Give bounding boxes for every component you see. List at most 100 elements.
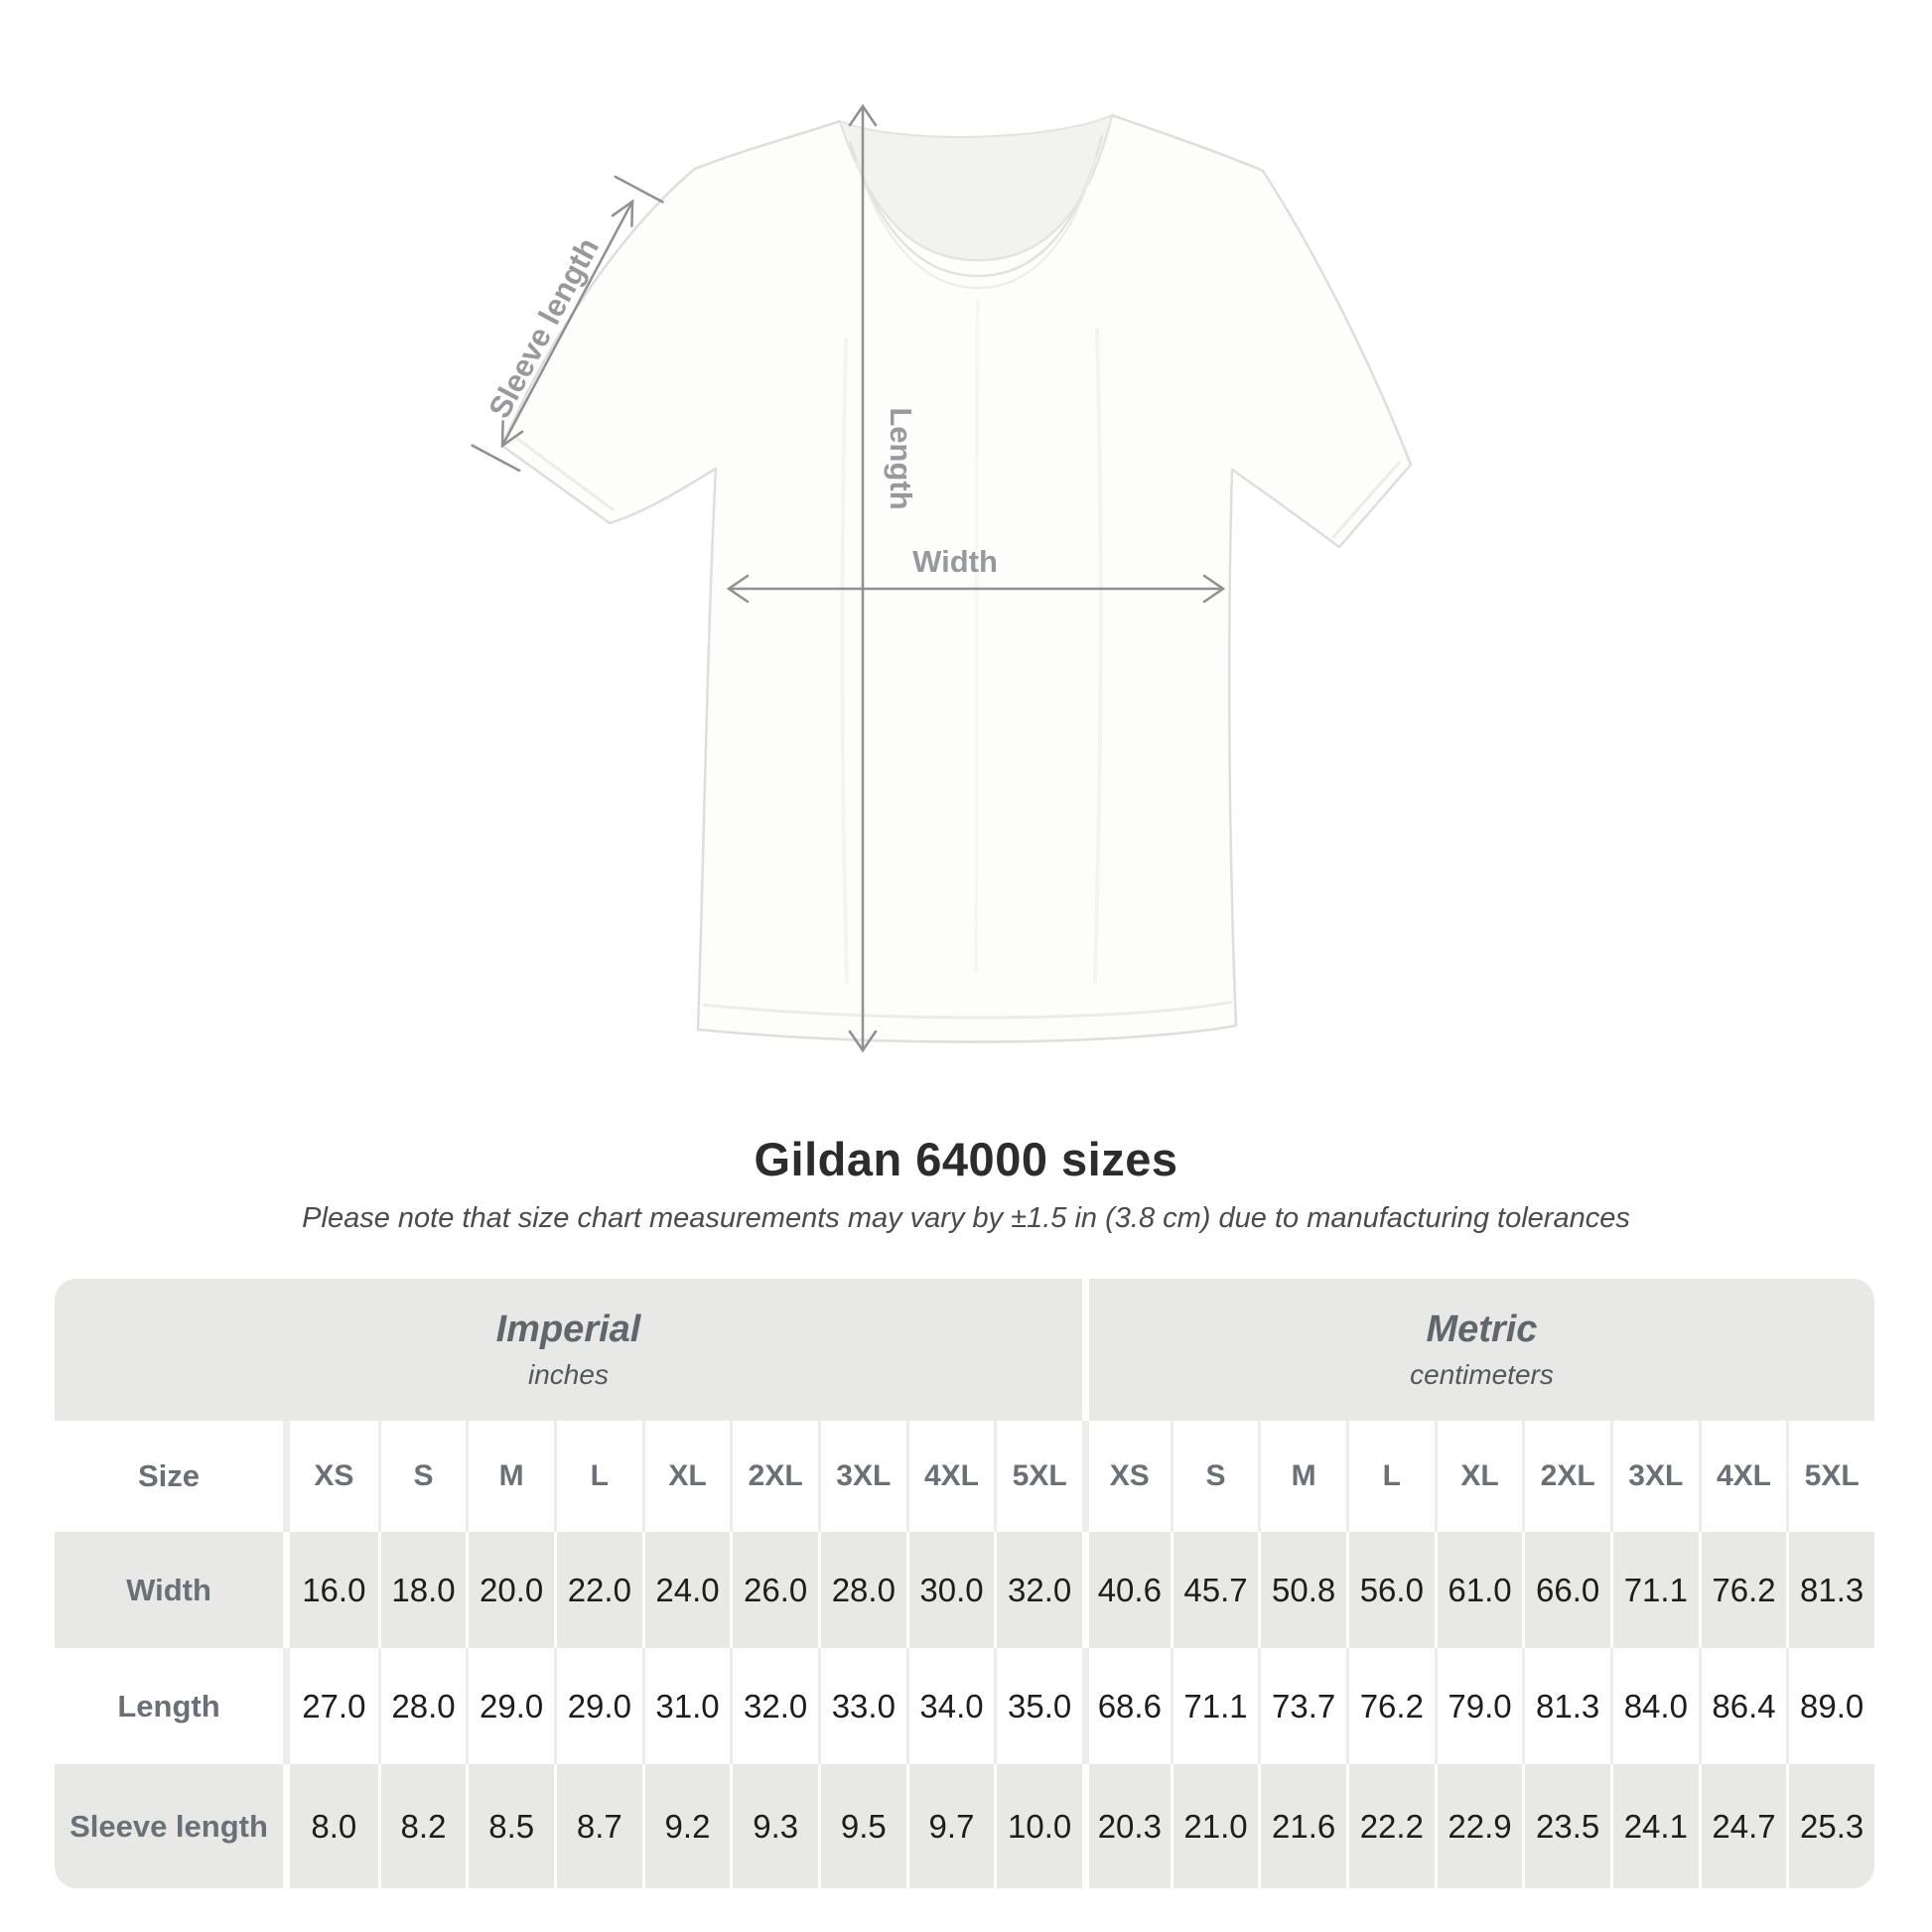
value-cell: 56.0	[1345, 1532, 1435, 1648]
value-cell: 8.0	[290, 1764, 378, 1888]
length-label: Length	[884, 407, 918, 509]
sleeve-length-arrow	[471, 175, 664, 473]
row-label: Length	[55, 1648, 290, 1764]
tshirt-illustration	[500, 113, 1413, 1043]
size-column-header: L	[553, 1421, 642, 1532]
value-cell: 31.0	[641, 1648, 731, 1764]
value-cell: 35.0	[994, 1648, 1082, 1764]
value-cell: 32.0	[994, 1532, 1082, 1648]
size-column-header: M	[1258, 1421, 1346, 1532]
value-cell: 81.3	[1786, 1532, 1874, 1648]
value-cell: 79.0	[1434, 1648, 1523, 1764]
size-column-header: S	[1170, 1421, 1259, 1532]
metric-label: Metric	[1426, 1309, 1538, 1350]
value-cell: 18.0	[377, 1532, 467, 1648]
size-column-header: S	[377, 1421, 467, 1532]
size-column-header: 3XL	[817, 1421, 906, 1532]
value-cell: 9.5	[817, 1764, 906, 1888]
collar-opening	[838, 113, 1114, 262]
size-column-header: XL	[641, 1421, 731, 1532]
value-cell: 76.2	[1698, 1532, 1787, 1648]
bottom-hem-stitch	[702, 1000, 1233, 1020]
value-cell: 28.0	[377, 1648, 467, 1764]
size-column-header: XS	[1081, 1421, 1171, 1532]
value-cell: 32.0	[730, 1648, 818, 1764]
value-cell: 22.9	[1434, 1764, 1523, 1888]
fabric-fold	[974, 297, 980, 974]
value-cell: 86.4	[1698, 1648, 1787, 1764]
heading-block: Gildan 64000 sizes Please note that size…	[0, 1132, 1932, 1235]
value-cell: 25.3	[1786, 1764, 1874, 1888]
row-label: Width	[55, 1532, 290, 1648]
size-column-header: 2XL	[1522, 1421, 1610, 1532]
value-cell: 10.0	[994, 1764, 1082, 1888]
value-cell: 61.0	[1434, 1532, 1523, 1648]
value-cell: 76.2	[1345, 1648, 1435, 1764]
value-cell: 16.0	[290, 1532, 378, 1648]
imperial-group-header: Imperial inches	[55, 1279, 1082, 1421]
collar-band	[848, 134, 1104, 278]
width-arrow	[726, 574, 1226, 604]
value-cell: 71.1	[1170, 1648, 1259, 1764]
value-cell: 8.5	[466, 1764, 554, 1888]
imperial-label: Imperial	[495, 1309, 641, 1350]
value-cell: 89.0	[1786, 1648, 1874, 1764]
value-cell: 26.0	[730, 1532, 818, 1648]
value-cell: 40.6	[1081, 1532, 1171, 1648]
value-cell: 24.7	[1698, 1764, 1787, 1888]
value-cell: 21.6	[1258, 1764, 1346, 1888]
fabric-fold	[1093, 327, 1103, 984]
value-cell: 22.2	[1345, 1764, 1435, 1888]
size-column-header: 3XL	[1609, 1421, 1699, 1532]
value-cell: 66.0	[1522, 1532, 1610, 1648]
metric-unit-label: centimeters	[1410, 1359, 1554, 1390]
imperial-unit-label: inches	[528, 1359, 609, 1390]
value-cell: 50.8	[1258, 1532, 1346, 1648]
collar-stitch	[855, 156, 1097, 290]
value-cell: 45.7	[1170, 1532, 1259, 1648]
value-cell: 81.3	[1522, 1648, 1610, 1764]
size-column-header: 5XL	[1786, 1421, 1874, 1532]
tshirt-measure-diagram: Length Width Sleeve length	[471, 103, 1413, 1053]
value-cell: 8.2	[377, 1764, 467, 1888]
value-cell: 71.1	[1609, 1532, 1699, 1648]
size-column-header: 2XL	[730, 1421, 818, 1532]
size-column-header: M	[466, 1421, 554, 1532]
value-cell: 27.0	[290, 1648, 378, 1764]
value-cell: 8.7	[553, 1764, 642, 1888]
value-cell: 20.0	[466, 1532, 554, 1648]
value-cell: 9.7	[905, 1764, 995, 1888]
size-column-header: L	[1345, 1421, 1435, 1532]
sleeve-hem-left	[515, 436, 615, 512]
metric-group-header: Metric centimeters	[1081, 1279, 1874, 1421]
value-cell: 73.7	[1258, 1648, 1346, 1764]
value-cell: 20.3	[1081, 1764, 1171, 1888]
size-column-header: XS	[290, 1421, 378, 1532]
value-cell: 24.0	[641, 1532, 731, 1648]
size-table: Imperial inches Metric centimeters Size X…	[55, 1279, 1874, 1888]
value-cell: 21.0	[1170, 1764, 1259, 1888]
value-cell: 29.0	[466, 1648, 554, 1764]
value-cell: 29.0	[553, 1648, 642, 1764]
length-arrow	[848, 103, 878, 1053]
value-cell: 84.0	[1609, 1648, 1699, 1764]
value-cell: 9.3	[730, 1764, 818, 1888]
value-cell: 24.1	[1609, 1764, 1699, 1888]
size-column-header: 4XL	[905, 1421, 995, 1532]
size-column-header: 4XL	[1698, 1421, 1787, 1532]
value-cell: 34.0	[905, 1648, 995, 1764]
value-cell: 68.6	[1081, 1648, 1171, 1764]
sleeve-hem-right	[1330, 461, 1402, 539]
size-corner-label: Size	[55, 1421, 290, 1532]
size-column-header: 5XL	[994, 1421, 1082, 1532]
fabric-fold	[840, 337, 849, 984]
value-cell: 22.0	[553, 1532, 642, 1648]
value-cell: 30.0	[905, 1532, 995, 1648]
value-cell: 33.0	[817, 1648, 906, 1764]
row-label: Sleeve length	[55, 1764, 290, 1888]
value-cell: 28.0	[817, 1532, 906, 1648]
width-label: Width	[912, 544, 998, 579]
value-cell: 23.5	[1522, 1764, 1610, 1888]
size-column-header: XL	[1434, 1421, 1523, 1532]
